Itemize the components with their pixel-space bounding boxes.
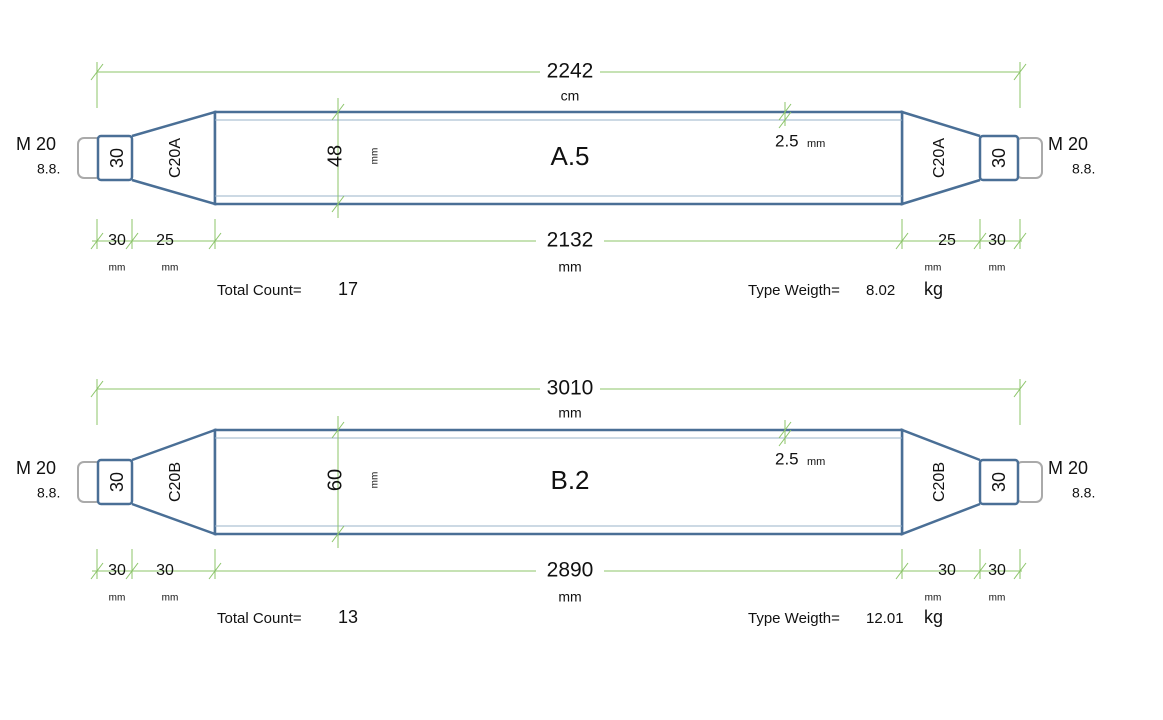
- dim-tick: [973, 562, 987, 580]
- dim-tick: [1013, 562, 1027, 580]
- dim-tick: [331, 421, 345, 439]
- dim-tick: [208, 232, 222, 250]
- dim-tick: [125, 562, 139, 580]
- connector-label: C20A: [931, 138, 948, 178]
- segment-unit: mm: [162, 593, 179, 604]
- total-length: 3010: [547, 377, 594, 400]
- end-cap: [978, 458, 1020, 506]
- bolt: M 20: [16, 134, 56, 154]
- dim-tick: [973, 232, 987, 250]
- segment-length: 30: [156, 562, 174, 579]
- bolt: M 20: [1048, 134, 1088, 154]
- bolt: M 20: [16, 458, 56, 478]
- dim-tick: [1013, 232, 1027, 250]
- stud: [1015, 137, 1043, 179]
- end-cap-label: 30: [107, 472, 127, 492]
- count: 13: [338, 607, 358, 627]
- bolt: M 20: [1048, 458, 1088, 478]
- stud: [1015, 461, 1043, 503]
- height: 60: [324, 469, 346, 491]
- part-label: B.2: [550, 465, 589, 495]
- segment-unit: mm: [162, 263, 179, 274]
- dim-tick: [1013, 380, 1027, 398]
- count-label: Total Count=: [217, 282, 302, 299]
- end-cap-label: 30: [107, 148, 127, 168]
- segment-unit: mm: [558, 589, 581, 605]
- dim-tick: [90, 63, 104, 81]
- dim-tick: [331, 103, 345, 121]
- segment-length: 30: [108, 562, 126, 579]
- segment-unit: mm: [925, 593, 942, 604]
- end-cap: [978, 134, 1020, 182]
- segment-length: 30: [108, 232, 126, 249]
- grade: 8.8.: [1072, 485, 1095, 501]
- connector-label: C20B: [931, 462, 948, 502]
- dim-tick: [778, 103, 792, 121]
- grade: 8.8.: [37, 161, 60, 177]
- height-unit: mm: [370, 472, 381, 489]
- connector-label: C20A: [167, 138, 184, 178]
- grade: 8.8.: [37, 485, 60, 501]
- segment-length: 30: [938, 562, 956, 579]
- end-cap: [96, 458, 134, 506]
- count: 17: [338, 279, 358, 299]
- total-unit: mm: [558, 405, 581, 421]
- wall-unit: mm: [807, 138, 825, 150]
- count-label: Total Count=: [217, 610, 302, 627]
- segment-length: 2132: [547, 229, 594, 252]
- weight-label: Type Weigth=: [748, 282, 840, 299]
- segment-unit: mm: [989, 593, 1006, 604]
- dim-tick: [778, 111, 792, 129]
- end-cap-label: 30: [989, 472, 1009, 492]
- weight: 12.01: [866, 610, 904, 627]
- segment-unit: mm: [989, 263, 1006, 274]
- total-unit: cm: [561, 88, 580, 104]
- weight-label: Type Weigth=: [748, 610, 840, 627]
- dim-tick: [90, 232, 104, 250]
- weight-unit: kg: [924, 607, 943, 627]
- dim-tick: [895, 232, 909, 250]
- connector-label: C20B: [167, 462, 184, 502]
- dim-tick: [895, 562, 909, 580]
- weight-unit: kg: [924, 279, 943, 299]
- segment-unit: mm: [558, 259, 581, 275]
- dim-tick: [208, 562, 222, 580]
- end-cap: [96, 134, 134, 182]
- segment-length: 30: [988, 562, 1006, 579]
- label-bg: [536, 559, 604, 583]
- dim-tick: [331, 525, 345, 543]
- label-bg: [536, 229, 604, 253]
- segment-length: 2890: [547, 559, 594, 582]
- part-label: A.5: [550, 141, 589, 171]
- dim-tick: [331, 195, 345, 213]
- grade: 8.8.: [1072, 161, 1095, 177]
- height-unit: mm: [370, 148, 381, 165]
- height: 48: [324, 145, 346, 167]
- body: [213, 428, 904, 536]
- label-bg: [540, 60, 600, 84]
- segment-length: 25: [156, 232, 174, 249]
- dim-tick: [90, 380, 104, 398]
- segment-unit: mm: [925, 263, 942, 274]
- dim-tick: [778, 421, 792, 439]
- dim-tick: [1013, 63, 1027, 81]
- wall: 2.5: [775, 131, 799, 150]
- weight: 8.02: [866, 282, 895, 299]
- dim-tick: [778, 429, 792, 447]
- dim-tick: [125, 232, 139, 250]
- segment-length: 25: [938, 232, 956, 249]
- wall: 2.5: [775, 449, 799, 468]
- wall-unit: mm: [807, 456, 825, 468]
- total-length: 2242: [547, 60, 594, 83]
- segment-unit: mm: [109, 263, 126, 274]
- label-bg: [540, 377, 600, 401]
- segment-unit: mm: [109, 593, 126, 604]
- segment-length: 30: [988, 232, 1006, 249]
- dim-tick: [90, 562, 104, 580]
- body: [213, 110, 904, 206]
- end-cap-label: 30: [989, 148, 1009, 168]
